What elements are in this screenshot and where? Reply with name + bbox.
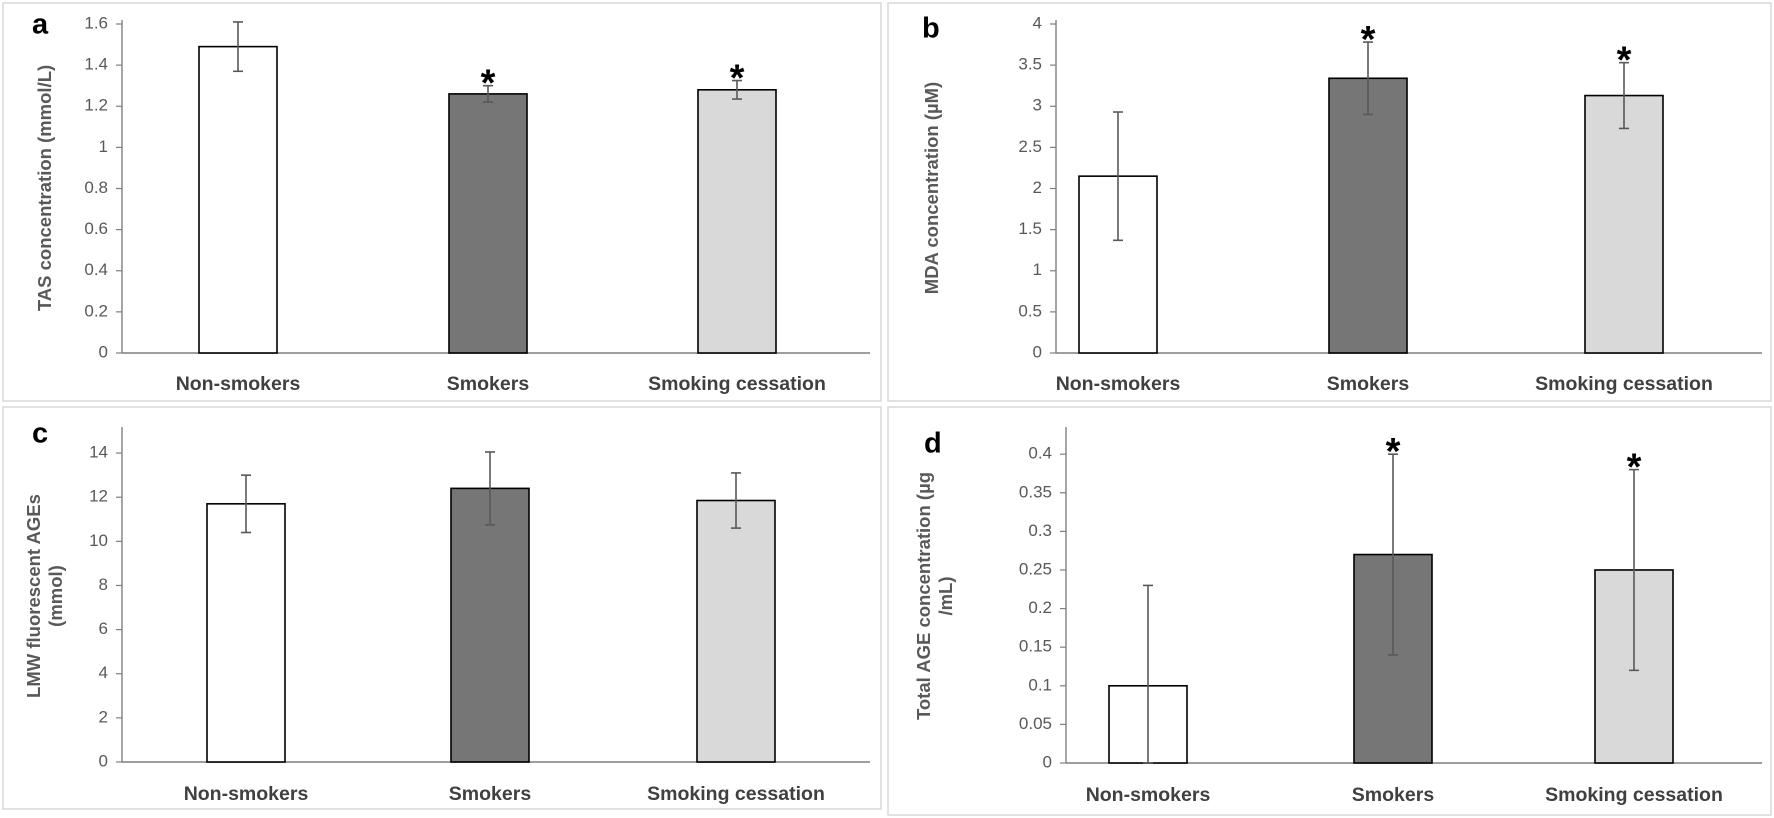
category-label: Smokers [1327, 373, 1410, 395]
y-tick-label: 0.2 [84, 301, 108, 320]
y-axis-label-line: MDA concentration (µM) [921, 82, 942, 294]
y-tick-label: 3 [1033, 96, 1042, 115]
y-tick-label: 0.2 [1028, 598, 1052, 617]
significance-star: * [481, 63, 496, 105]
y-tick-label: 0.25 [1019, 559, 1052, 578]
y-tick-label: 8 [99, 575, 108, 594]
y-tick-label: 14 [89, 443, 108, 462]
y-axis-label-line: LMW fluorescent AGEs [23, 494, 44, 698]
bar-non-smokers [198, 45, 278, 354]
y-tick-label: 6 [99, 619, 108, 638]
bar-smoking-cessation [696, 499, 776, 763]
y-tick-label: 0.8 [84, 178, 108, 197]
bar-smokers [1328, 77, 1408, 354]
y-tick-label: 0.05 [1019, 714, 1052, 733]
y-tick-label: 0.15 [1019, 637, 1052, 656]
y-tick-label: 0.1 [1028, 675, 1052, 694]
y-axis-label-line: (mmol) [45, 565, 66, 627]
category-label: Non-smokers [1086, 784, 1211, 806]
bar-smokers [448, 93, 528, 354]
panel-letter: c [32, 418, 48, 450]
y-tick-label: 1.6 [84, 13, 108, 32]
chart-panel-a: a 0 0.2 0.4 0.6 0.8 1 1.2 1.4 1.6 TAS concentratio… [2, 2, 882, 402]
category-label: Smoking cessation [647, 783, 825, 805]
y-axis-label: MDA concentration (µM) [921, 82, 942, 294]
y-tick-label: 2.5 [1018, 137, 1042, 156]
panel-letter: b [922, 13, 940, 45]
category-label: Smokers [449, 783, 532, 805]
y-tick-label: 0.5 [1018, 301, 1042, 320]
y-tick-label: 0.3 [1028, 521, 1052, 540]
y-tick-label: 0 [1043, 752, 1052, 771]
significance-star: * [1627, 447, 1642, 489]
y-axis-label-line: /mL) [935, 576, 956, 615]
y-tick-label: 2 [99, 707, 108, 726]
panel-letter: d [924, 428, 942, 460]
y-axis-label: Total AGE concentration (µg/mL) [913, 472, 956, 720]
bar-smoking-cessation [697, 89, 777, 354]
y-tick-label: 10 [89, 531, 108, 550]
bar-smokers [450, 487, 530, 763]
y-tick-label: 1 [1033, 260, 1042, 279]
y-tick-label: 0.35 [1019, 482, 1052, 501]
significance-star: * [730, 58, 745, 100]
y-tick-label: 4 [99, 663, 108, 682]
y-axis-label: TAS concentration (mmol/L) [34, 65, 55, 311]
category-label: Smoking cessation [1535, 373, 1713, 395]
significance-star: * [1386, 431, 1401, 473]
panel-letter: a [32, 9, 49, 41]
bar-smoking-cessation [1584, 94, 1664, 354]
y-tick-label: 12 [89, 487, 108, 506]
y-tick-label: 1.2 [84, 96, 108, 115]
significance-star: * [1361, 19, 1376, 61]
chart-panel-c: c 0 2 4 6 8 10 12 14 LMW fluorescent AGEs(mmol) No… [2, 406, 882, 810]
category-label: Smokers [447, 373, 530, 395]
category-label: Non-smokers [1056, 373, 1181, 395]
y-tick-label: 0 [1033, 342, 1042, 361]
y-tick-label: 3.5 [1018, 55, 1042, 74]
chart-panel-b: b 0 0.5 1 1.5 2 2.5 3 3.5 4 MDA concentration (µM)… [887, 2, 1772, 402]
y-tick-label: 0.4 [1028, 444, 1052, 463]
category-label: Smokers [1352, 784, 1435, 806]
y-axis-label-line: TAS concentration (mmol/L) [34, 65, 55, 311]
y-tick-label: 1.5 [1018, 219, 1042, 238]
chart-panel-d: d 0 0.05 0.1 0.15 0.2 0.25 0.3 0.35 0.4 Total AGE … [887, 406, 1772, 816]
significance-star: * [1617, 40, 1632, 82]
y-axis-label-line: Total AGE concentration (µg [913, 472, 934, 720]
y-tick-label: 0.6 [84, 219, 108, 238]
category-label: Smoking cessation [648, 373, 826, 395]
y-tick-label: 0.4 [84, 260, 108, 279]
y-tick-label: 2 [1033, 178, 1042, 197]
y-tick-label: 0 [99, 751, 108, 770]
y-axis-label: LMW fluorescent AGEs(mmol) [23, 494, 66, 698]
y-tick-label: 0 [99, 342, 108, 361]
y-tick-label: 4 [1033, 13, 1042, 32]
y-tick-label: 1 [99, 137, 108, 156]
category-label: Non-smokers [176, 373, 301, 395]
bar-non-smokers [206, 503, 286, 763]
y-tick-label: 1.4 [84, 55, 108, 74]
category-label: Smoking cessation [1545, 784, 1723, 806]
category-label: Non-smokers [184, 783, 309, 805]
